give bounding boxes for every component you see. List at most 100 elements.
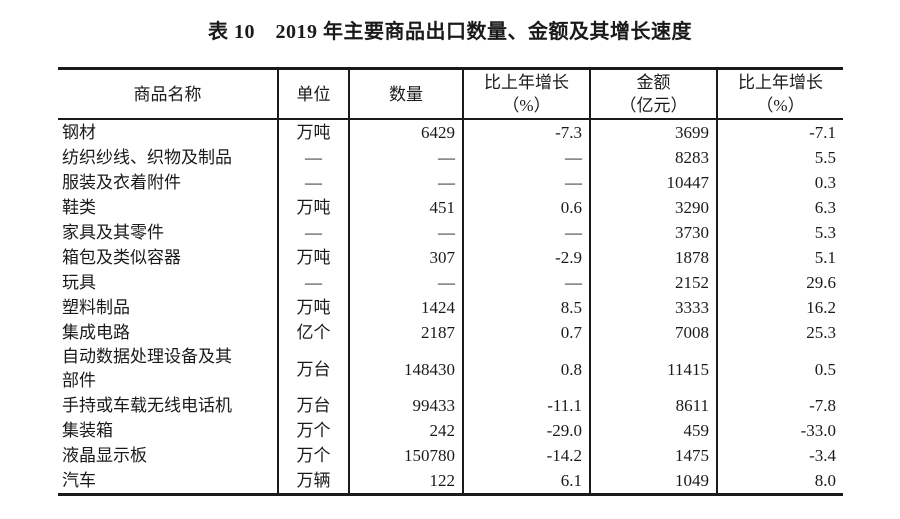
quantity-cell: — — [349, 270, 464, 295]
unit-cell: — — [278, 145, 350, 170]
unit-cell: 万个 — [278, 443, 350, 468]
unit-cell: 亿个 — [278, 320, 350, 345]
quantity-cell: 150780 — [349, 443, 464, 468]
amount-growth-cell: 8.0 — [814, 471, 836, 490]
amount-cell: 8283 — [590, 145, 718, 170]
commodity-name-cell: 家具及其零件 — [58, 220, 279, 245]
table-row: 服装及衣着附件 — — —10447 0.3 — [58, 170, 843, 195]
amount-growth-cell: 0.5 — [814, 359, 836, 379]
commodity-name-cell: 手持或车载无线电话机 — [58, 393, 279, 418]
commodity-name-cell: 汽车 — [58, 468, 279, 495]
amount-growth-cell: 5.3 — [814, 223, 836, 242]
amount-growth-cell: 16.2 — [806, 298, 836, 317]
amount-cell: 3333 — [590, 295, 718, 320]
commodity-name-cell: 集装箱 — [58, 418, 279, 443]
unit-cell: — — [278, 270, 350, 295]
table-row: 玩具 — — —2152 29.6 — [58, 270, 843, 295]
amount-growth-cell: 5.5 — [814, 148, 836, 167]
quantity-cell: 148430 — [349, 345, 464, 393]
amount-cell: 3290 — [590, 195, 718, 220]
quantity-growth-cell: -14.2 — [463, 443, 591, 468]
quantity-growth-cell: 0.6 — [463, 195, 591, 220]
table-title: 表 10 2019 年主要商品出口数量、金额及其增长速度 — [208, 21, 692, 43]
amount-growth-cell: -3.4 — [809, 446, 836, 465]
table-row: 箱包及类似容器 万吨 307 -2.9 1878 5.1 — [58, 245, 843, 270]
amount-cell: 10447 — [590, 170, 718, 195]
amount-cell: 459 — [590, 418, 718, 443]
quantity-cell: 2187 — [349, 320, 464, 345]
quantity-growth-cell: — — [463, 220, 591, 245]
quantity-growth-cell: 8.5 — [463, 295, 591, 320]
quantity-growth-cell: -29.0 — [463, 418, 591, 443]
amount-cell: 3730 — [590, 220, 718, 245]
unit-cell: 万台 — [278, 393, 350, 418]
amount-cell: 1878 — [590, 245, 718, 270]
table-row: 鞋类 万吨 451 0.6 3290 6.3 — [58, 195, 843, 220]
table-row: 汽车 万辆 122 6.1 1049 8.0 — [58, 468, 843, 495]
amount-growth-cell: 29.6 — [806, 273, 836, 292]
commodity-name-cell: 塑料制品 — [58, 295, 279, 320]
quantity-cell: 242 — [349, 418, 464, 443]
table-row: 集装箱 万个 242 -29.0 459 -33.0 — [58, 418, 843, 443]
commodity-name-cell: 集成电路 — [58, 320, 279, 345]
amount-growth-cell: 25.3 — [806, 323, 836, 342]
header-commodity-name: 商品名称 — [58, 68, 279, 120]
quantity-growth-cell: 6.1 — [463, 468, 591, 495]
quantity-growth-cell: 0.7 — [463, 320, 591, 345]
quantity-growth-cell: — — [463, 170, 591, 195]
unit-cell: 万吨 — [278, 295, 350, 320]
amount-cell: 1049 — [590, 468, 718, 495]
amount-growth-cell: 0.3 — [814, 173, 836, 192]
unit-cell: 万吨 — [278, 195, 350, 220]
amount-growth-cell: -33.0 — [800, 421, 836, 440]
amount-growth-cell: 6.3 — [814, 198, 836, 217]
amount-growth-cell: -7.8 — [809, 396, 836, 415]
amount-cell: 2152 — [590, 270, 718, 295]
quantity-cell: 451 — [349, 195, 464, 220]
table-row: 钢材 万吨 6429 -7.3 3699 -7.1 — [58, 119, 843, 145]
header-quantity-growth: 比上年增长 （%） — [463, 68, 591, 120]
commodity-name-cell: 钢材 — [58, 119, 279, 145]
commodity-name-cell: 箱包及类似容器 — [58, 245, 279, 270]
commodity-name-cell: 玩具 — [58, 270, 279, 295]
quantity-growth-cell: — — [463, 270, 591, 295]
quantity-growth-cell: — — [463, 145, 591, 170]
amount-cell: 1475 — [590, 443, 718, 468]
table-row: 液晶显示板 万个 150780 -14.2 1475 -3.4 — [58, 443, 843, 468]
quantity-growth-cell: 0.8 — [463, 345, 591, 393]
table-row: 家具及其零件 — — —3730 5.3 — [58, 220, 843, 245]
table-row: 塑料制品 万吨 1424 8.5 3333 16.2 — [58, 295, 843, 320]
quantity-cell: 1424 — [349, 295, 464, 320]
table-row: 集成电路 亿个 2187 0.7 7008 25.3 — [58, 320, 843, 345]
table-row: 自动数据处理设备及其 部件 万台 148430 0.8 11415 0.5 — [58, 345, 843, 393]
quantity-growth-cell: -2.9 — [463, 245, 591, 270]
commodity-name-cell: 自动数据处理设备及其 部件 — [58, 345, 279, 393]
header-amount-growth: 比上年增长 （%） — [717, 68, 843, 120]
quantity-cell: 307 — [349, 245, 464, 270]
commodity-name-cell: 鞋类 — [58, 195, 279, 220]
quantity-cell: — — [349, 145, 464, 170]
quantity-growth-cell: -11.1 — [463, 393, 591, 418]
export-commodities-table: 商品名称 单位 数量 比上年增长 （%） 金额 （亿元） 比上年增长 （%） 钢… — [58, 67, 843, 496]
header-unit: 单位 — [278, 68, 350, 120]
unit-cell: 万辆 — [278, 468, 350, 495]
amount-cell: 11415 — [590, 345, 718, 393]
amount-cell: 3699 — [590, 119, 718, 145]
table-container: 商品名称 单位 数量 比上年增长 （%） 金额 （亿元） 比上年增长 （%） 钢… — [58, 67, 843, 496]
unit-cell: — — [278, 220, 350, 245]
quantity-growth-cell: -7.3 — [463, 119, 591, 145]
unit-cell: 万吨 — [278, 245, 350, 270]
table-header: 商品名称 单位 数量 比上年增长 （%） 金额 （亿元） 比上年增长 （%） — [58, 68, 843, 120]
table-body: 钢材 万吨 6429 -7.3 3699 -7.1 纺织纱线、织物及制品 — — —8283 5.5… — [58, 119, 843, 495]
commodity-name-cell: 服装及衣着附件 — [58, 170, 279, 195]
unit-cell: 万吨 — [278, 119, 350, 145]
quantity-cell: — — [349, 170, 464, 195]
table-row: 手持或车载无线电话机 万台 99433 -11.1 8611 -7.8 — [58, 393, 843, 418]
commodity-name-cell: 液晶显示板 — [58, 443, 279, 468]
header-quantity: 数量 — [349, 68, 464, 120]
quantity-cell: — — [349, 220, 464, 245]
quantity-cell: 122 — [349, 468, 464, 495]
unit-cell: 万台 — [278, 345, 350, 393]
unit-cell: — — [278, 170, 350, 195]
quantity-cell: 6429 — [349, 119, 464, 145]
